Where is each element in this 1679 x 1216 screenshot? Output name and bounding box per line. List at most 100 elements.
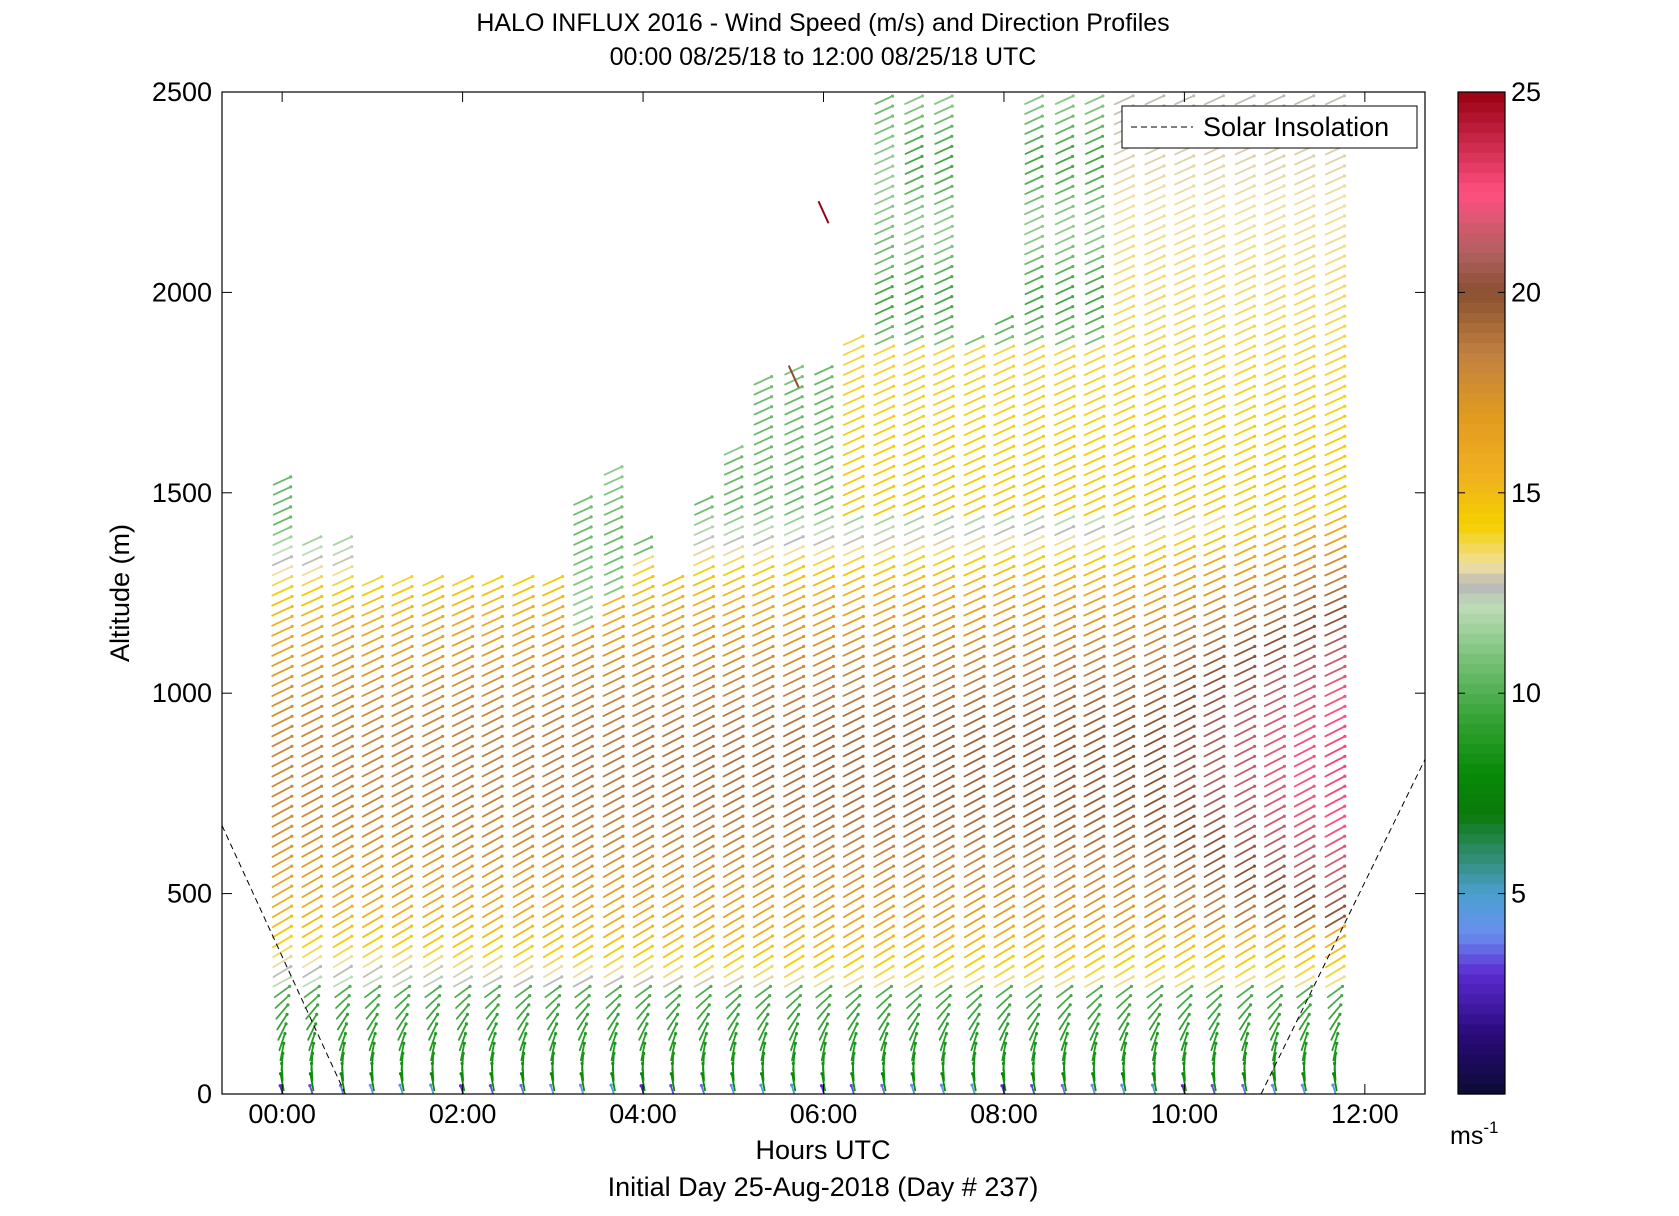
wind-vector-head (922, 594, 926, 599)
wind-vector-head (1132, 354, 1136, 358)
wind-vector-head (1162, 874, 1166, 878)
wind-vector-head (680, 944, 684, 948)
wind-vector-head (771, 634, 775, 639)
wind-vector-head (830, 515, 835, 519)
wind-vector-head (560, 954, 564, 958)
wind-vector (361, 695, 384, 707)
wind-vector-head (920, 154, 924, 158)
wind-vector (1084, 955, 1105, 969)
wind-vector (361, 715, 384, 728)
wind-vector-head (831, 844, 835, 848)
wind-vector (399, 1072, 405, 1092)
wind-vector-head (1009, 994, 1013, 998)
wind-vector (903, 405, 925, 417)
wind-vector (512, 665, 534, 677)
wind-vector-head (1222, 444, 1226, 448)
wind-vector-head (614, 1032, 618, 1036)
wind-vector (271, 555, 293, 567)
wind-vector (662, 925, 684, 939)
wind-vector (665, 994, 681, 1009)
wind-vector-head (1186, 1022, 1190, 1026)
wind-vector (301, 675, 323, 687)
wind-vector (752, 585, 774, 597)
wind-vector (391, 715, 413, 728)
wind-vector (663, 965, 683, 979)
wind-vector-head (410, 684, 414, 689)
wind-vector (783, 885, 805, 898)
wind-vector (632, 655, 654, 667)
wind-vector-head (1132, 474, 1136, 478)
wind-vector (606, 1004, 620, 1020)
wind-vector-head (890, 104, 895, 108)
wind-vector-head (350, 864, 354, 868)
wind-vector-head (284, 1022, 288, 1026)
wind-vector-head (561, 724, 565, 728)
wind-vector (301, 905, 323, 919)
wind-vector-head (950, 204, 954, 208)
wind-vector-head (982, 414, 986, 418)
wind-vector (692, 745, 715, 758)
wind-vector-head (916, 1012, 921, 1017)
wind-vector-head (488, 1084, 492, 1088)
wind-vector (783, 805, 805, 818)
wind-vector-head (735, 1022, 739, 1026)
wind-vector (302, 976, 322, 988)
wind-vector-head (470, 644, 475, 649)
wind-vector-head (410, 704, 414, 708)
wind-vector-head (1011, 535, 1015, 539)
wind-vector-head (350, 804, 354, 808)
wind-vector-head (1101, 124, 1105, 128)
wind-vector-head (741, 774, 745, 778)
wind-vector (662, 645, 684, 657)
wind-vector-head (1101, 254, 1105, 258)
wind-vector-head (1012, 744, 1016, 748)
wind-vector-head (380, 824, 384, 828)
wind-vector (993, 605, 1015, 617)
wind-vector (692, 755, 715, 768)
wind-vector-head (1162, 244, 1166, 248)
wind-vector (1085, 305, 1104, 316)
wind-vector-head (1162, 814, 1166, 818)
wind-vector-head (1041, 474, 1046, 478)
wind-vector (1054, 335, 1074, 346)
wind-vector-head (410, 674, 414, 679)
wind-vector-head (770, 385, 774, 389)
wind-vector-head (1185, 1032, 1189, 1036)
wind-vector-head (350, 664, 355, 669)
wind-vector-head (410, 734, 414, 738)
wind-vector (632, 845, 654, 858)
wind-vector (1023, 395, 1045, 407)
wind-vector-head (951, 794, 955, 798)
wind-vector-head (827, 1003, 831, 1007)
wind-vector-head (1282, 834, 1286, 838)
wind-vector (1083, 545, 1105, 557)
wind-vector-head (1102, 934, 1106, 938)
wind-vector (1210, 1032, 1218, 1052)
wind-vector (361, 795, 384, 808)
wind-vector-head (319, 964, 323, 969)
wind-vector (1084, 235, 1104, 246)
wind-vector-head (1192, 674, 1196, 679)
wind-vector-head (770, 525, 774, 529)
wind-vector-head (1040, 285, 1044, 289)
wind-vector (933, 895, 954, 908)
wind-vector-head (1102, 374, 1106, 378)
wind-vector-head (1162, 914, 1166, 918)
wind-vector (820, 1042, 827, 1062)
wind-vector-head (1101, 104, 1105, 108)
wind-vector-head (1192, 484, 1196, 488)
wind-vector (902, 635, 925, 647)
wind-vector-head (920, 275, 924, 279)
wind-vector-head (831, 674, 836, 679)
wind-vector (993, 415, 1015, 427)
wind-vector-head (1222, 184, 1226, 188)
wind-vector-head (921, 894, 925, 898)
wind-vector (1212, 1052, 1216, 1072)
wind-vector (332, 575, 354, 587)
wind-vector-head (1072, 774, 1076, 778)
wind-vector (456, 1013, 469, 1031)
wind-vector (572, 606, 593, 616)
wind-vector-head (711, 604, 716, 609)
wind-vector (1173, 535, 1195, 547)
wind-vector (723, 955, 744, 969)
